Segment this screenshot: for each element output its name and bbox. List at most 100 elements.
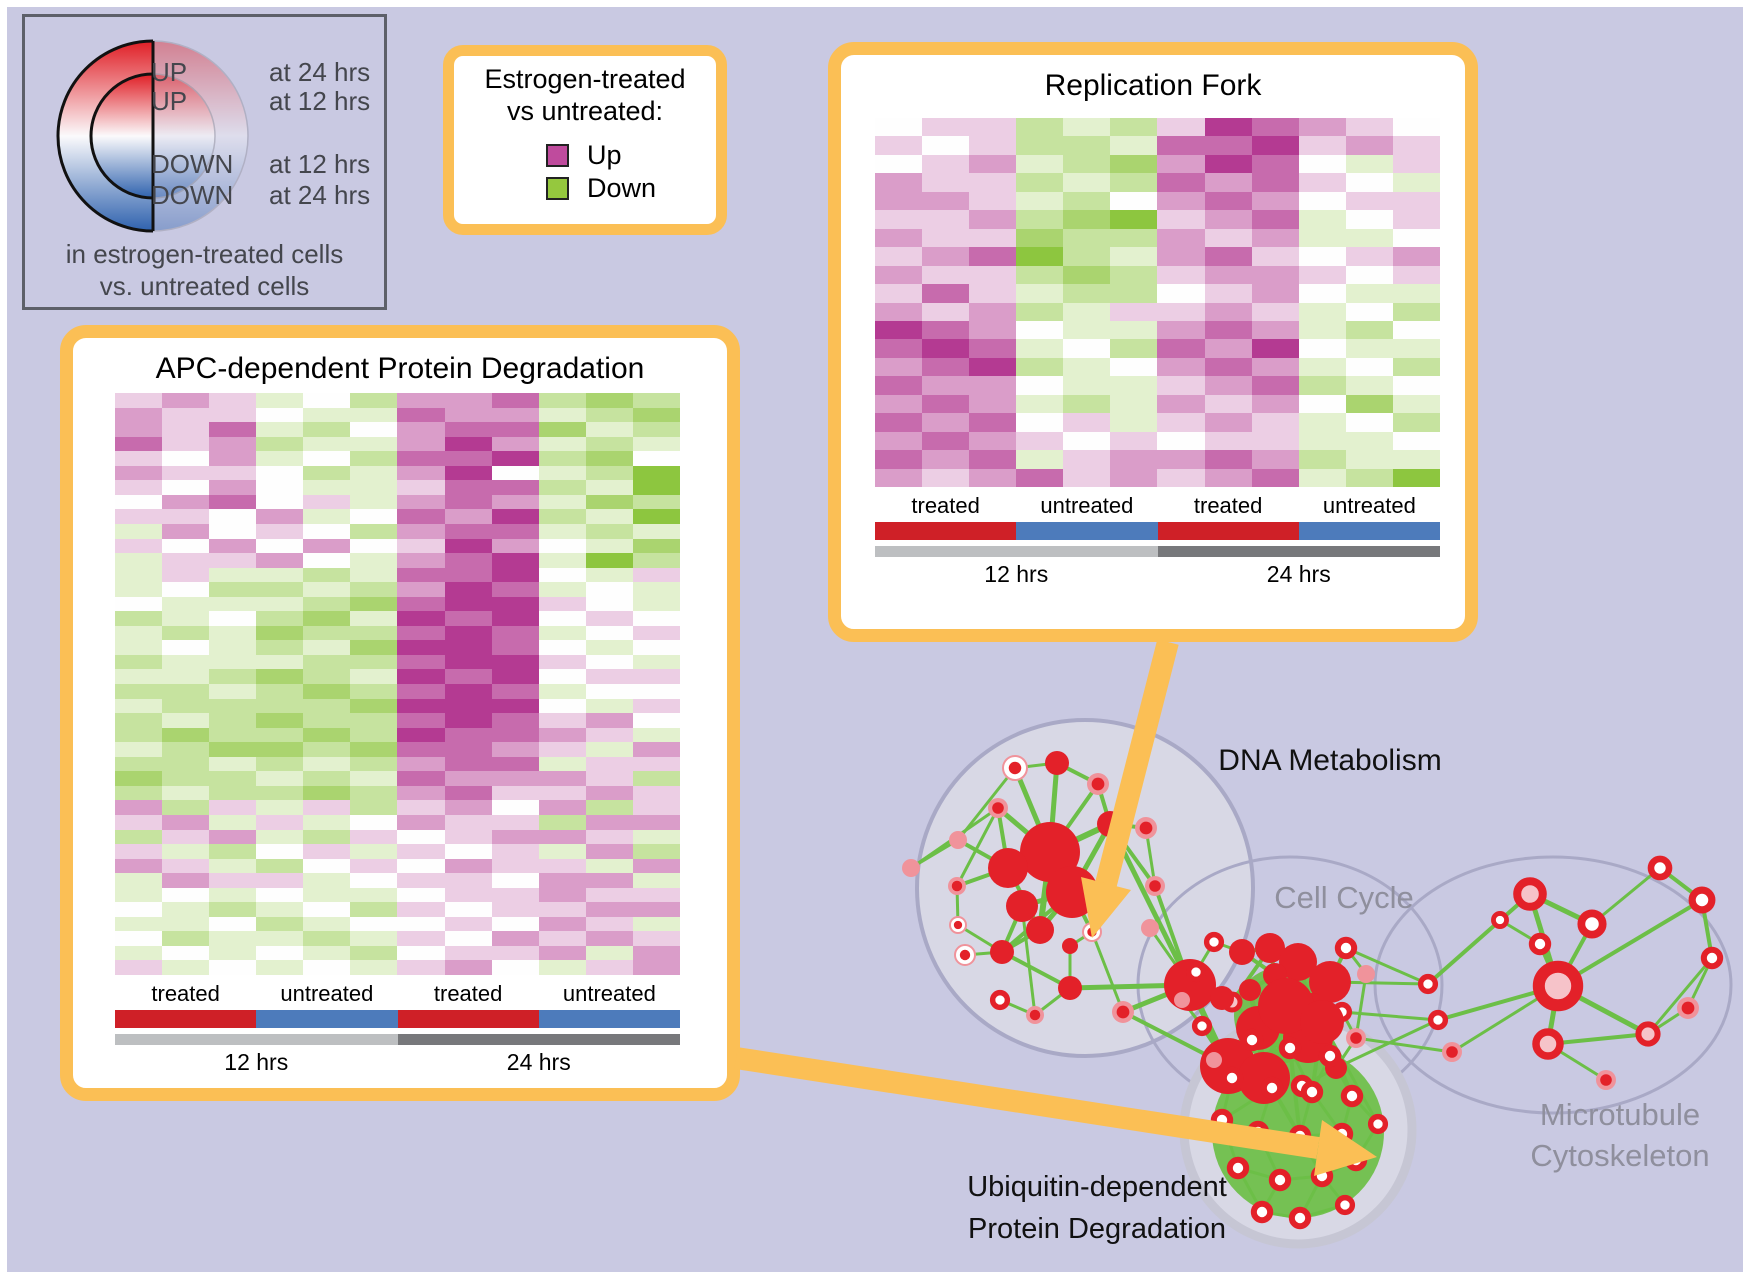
gene-node-solid xyxy=(1229,939,1255,965)
heatmap-cell xyxy=(303,814,351,830)
heatmap-cell xyxy=(397,553,445,568)
network-edge xyxy=(1020,905,1037,1016)
heatmap-cell xyxy=(538,844,586,859)
heatmap-cell xyxy=(256,669,304,684)
heatmap-cell xyxy=(1110,376,1158,395)
heatmap-cell xyxy=(1157,413,1205,432)
heatmap-cell xyxy=(1204,394,1252,414)
heatmap-cell xyxy=(491,771,539,786)
gene-node-pink xyxy=(902,859,920,877)
heatmap-cell xyxy=(115,785,163,801)
heatmap-cell xyxy=(303,393,351,408)
heatmap-cell xyxy=(256,916,304,932)
heatmap-cell xyxy=(397,669,445,684)
heatmap-cell xyxy=(162,713,210,728)
gene-node-solid xyxy=(1258,978,1314,1034)
heatmap-cell xyxy=(209,844,257,859)
legend-time: at 12 hrs xyxy=(269,149,371,179)
updown-legend-box: UP at 24 hrs UP at 12 hrs DOWN at 12 hrs… xyxy=(22,14,387,310)
heatmap-cell xyxy=(209,523,257,539)
heatmap-cell xyxy=(162,625,210,641)
heatmap-cell xyxy=(397,931,445,946)
heatmap-cell xyxy=(115,393,163,408)
heatmap-cell xyxy=(397,407,445,423)
heatmap-cell xyxy=(1204,136,1252,155)
heatmap-cell xyxy=(1392,376,1440,395)
heatmap-cell xyxy=(1063,357,1111,377)
heatmap-cell xyxy=(585,873,633,888)
heatmap-cell xyxy=(632,553,680,568)
heatmap-cell xyxy=(350,771,398,786)
heatmap-cell xyxy=(1063,136,1111,155)
heatmap-cell xyxy=(115,523,163,539)
heatmap-cell xyxy=(922,210,970,229)
heatmap-cell xyxy=(115,494,163,510)
heatmap-cell xyxy=(115,422,163,437)
heatmap-cell xyxy=(1392,154,1440,174)
heatmap-cell xyxy=(1063,284,1111,303)
arrow-replication-fork-to-dna-shaft xyxy=(1095,639,1179,887)
heatmap-cell xyxy=(491,640,539,655)
gene-node-core xyxy=(1600,1074,1612,1086)
heatmap-cell xyxy=(1345,320,1393,340)
heatmap-cell xyxy=(162,509,210,524)
condition-bar xyxy=(256,1010,398,1028)
heatmap-cell xyxy=(303,451,351,466)
time-bar xyxy=(1157,546,1440,557)
heatmap-cell xyxy=(1392,320,1440,340)
color-key-item-down: Down xyxy=(546,173,656,204)
heatmap-cell xyxy=(397,451,445,466)
heatmap-cell xyxy=(538,756,586,772)
heatmap-cell xyxy=(1016,173,1064,192)
heatmap-cell xyxy=(162,742,210,757)
heatmap-cell xyxy=(632,684,680,699)
heatmap-cell xyxy=(538,727,586,743)
heatmap-cell xyxy=(922,431,970,451)
heatmap-cell xyxy=(1345,136,1393,155)
heatmap-cell xyxy=(1392,302,1440,321)
heatmap-cell xyxy=(256,713,304,728)
heatmap-cell xyxy=(209,800,257,815)
heatmap-cell xyxy=(350,684,398,699)
time-bar xyxy=(115,1034,398,1045)
heatmap-cell xyxy=(491,523,539,539)
heatmap-cell xyxy=(256,873,304,888)
heatmap-cell xyxy=(585,785,633,801)
heatmap-cell xyxy=(350,931,398,946)
heatmap-cell xyxy=(1016,357,1064,377)
gene-node-donut xyxy=(1240,1028,1264,1052)
heatmap-cell xyxy=(969,431,1017,451)
heatmap-cell xyxy=(303,582,351,597)
heatmap-cell xyxy=(632,451,680,466)
heatmap-cell xyxy=(397,771,445,786)
heatmap-cell xyxy=(397,785,445,801)
heatmap-cell xyxy=(1298,154,1346,174)
heatmap-cell xyxy=(632,698,680,714)
heatmap-cell xyxy=(585,742,633,757)
heatmap-cell xyxy=(444,698,492,714)
heatmap-cell xyxy=(1110,173,1158,192)
heatmap-cell xyxy=(303,902,351,917)
heatmap-cell xyxy=(1016,376,1064,395)
heatmap-cell xyxy=(115,582,163,597)
heatmap-cell xyxy=(209,742,257,757)
heatmap-cell xyxy=(162,480,210,495)
heatmap-cell xyxy=(538,436,586,452)
heatmap-cell xyxy=(538,814,586,830)
heatmap-cell xyxy=(162,393,210,408)
heatmap-cell xyxy=(256,771,304,786)
heatmap-cell xyxy=(350,640,398,655)
gene-node-core xyxy=(1139,821,1153,835)
network-edge xyxy=(1335,1018,1439,1070)
gene-node-pale-core xyxy=(1532,1028,1564,1060)
heatmap-cell xyxy=(491,509,539,524)
heatmap-cell xyxy=(1110,413,1158,432)
heatmap-cell xyxy=(1016,154,1064,174)
heatmap-cell xyxy=(162,640,210,655)
time-label: 12 hrs xyxy=(224,1049,289,1075)
heatmap-cell xyxy=(256,829,304,845)
heatmap-cell xyxy=(632,756,680,772)
heatmap-cell xyxy=(1157,357,1205,377)
heatmap-cell xyxy=(1063,450,1111,469)
